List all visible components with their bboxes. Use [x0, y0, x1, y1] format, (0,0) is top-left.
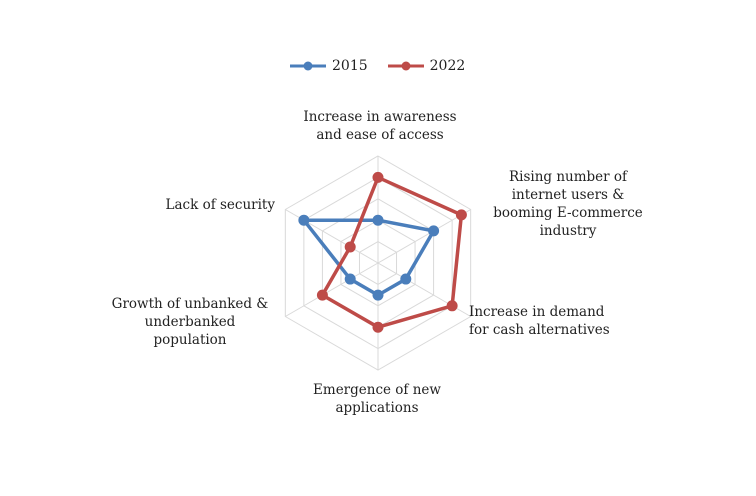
radar-series: [298, 171, 467, 333]
data-point-2022-3: [372, 321, 384, 333]
data-point-2022-4: [316, 289, 328, 301]
legend-label-2015: 2015: [332, 58, 368, 74]
data-point-2022-1: [455, 209, 467, 221]
grid-spoke-4: [285, 262, 379, 317]
data-point-2022-5: [344, 241, 356, 253]
legend-label-2022: 2022: [429, 58, 466, 74]
data-point-2015-3: [372, 289, 384, 301]
data-point-2015-0: [372, 214, 384, 226]
axis-label-new-applications: Emergence of new applications: [313, 382, 441, 416]
legend-swatch-2015: [290, 61, 326, 71]
series-2015: [298, 214, 440, 301]
legend-swatch-2022: [387, 61, 424, 71]
axis-label-cash-alternatives: Increase in demand for cash alternatives: [469, 304, 610, 338]
axis-label-internet-users: Rising number of internet users & booming …: [493, 169, 643, 239]
data-point-2015-2: [400, 273, 412, 285]
data-point-2015-5: [298, 214, 310, 226]
series-2022: [316, 171, 467, 333]
axis-label-awareness: Increase in awareness and ease of access: [303, 109, 457, 143]
legend-marker-2022: [401, 61, 411, 71]
legend-marker-2015: [303, 61, 313, 71]
axis-label-unbanked-population: Growth of unbanked & underbanked populatio…: [111, 296, 269, 348]
legend: 2015 2022: [290, 57, 485, 75]
legend-item-2015: 2015: [290, 58, 368, 74]
data-point-2015-1: [428, 225, 440, 237]
legend-item-2022: 2022: [387, 58, 466, 74]
axis-label-lack-of-security: Lack of security: [165, 197, 275, 213]
grid-spoke-1: [377, 209, 471, 264]
series-line-2022: [320, 175, 464, 329]
data-point-2022-2: [446, 300, 458, 312]
data-point-2015-4: [344, 273, 356, 285]
data-point-2022-0: [372, 171, 384, 183]
radar-grid: [284, 155, 472, 371]
